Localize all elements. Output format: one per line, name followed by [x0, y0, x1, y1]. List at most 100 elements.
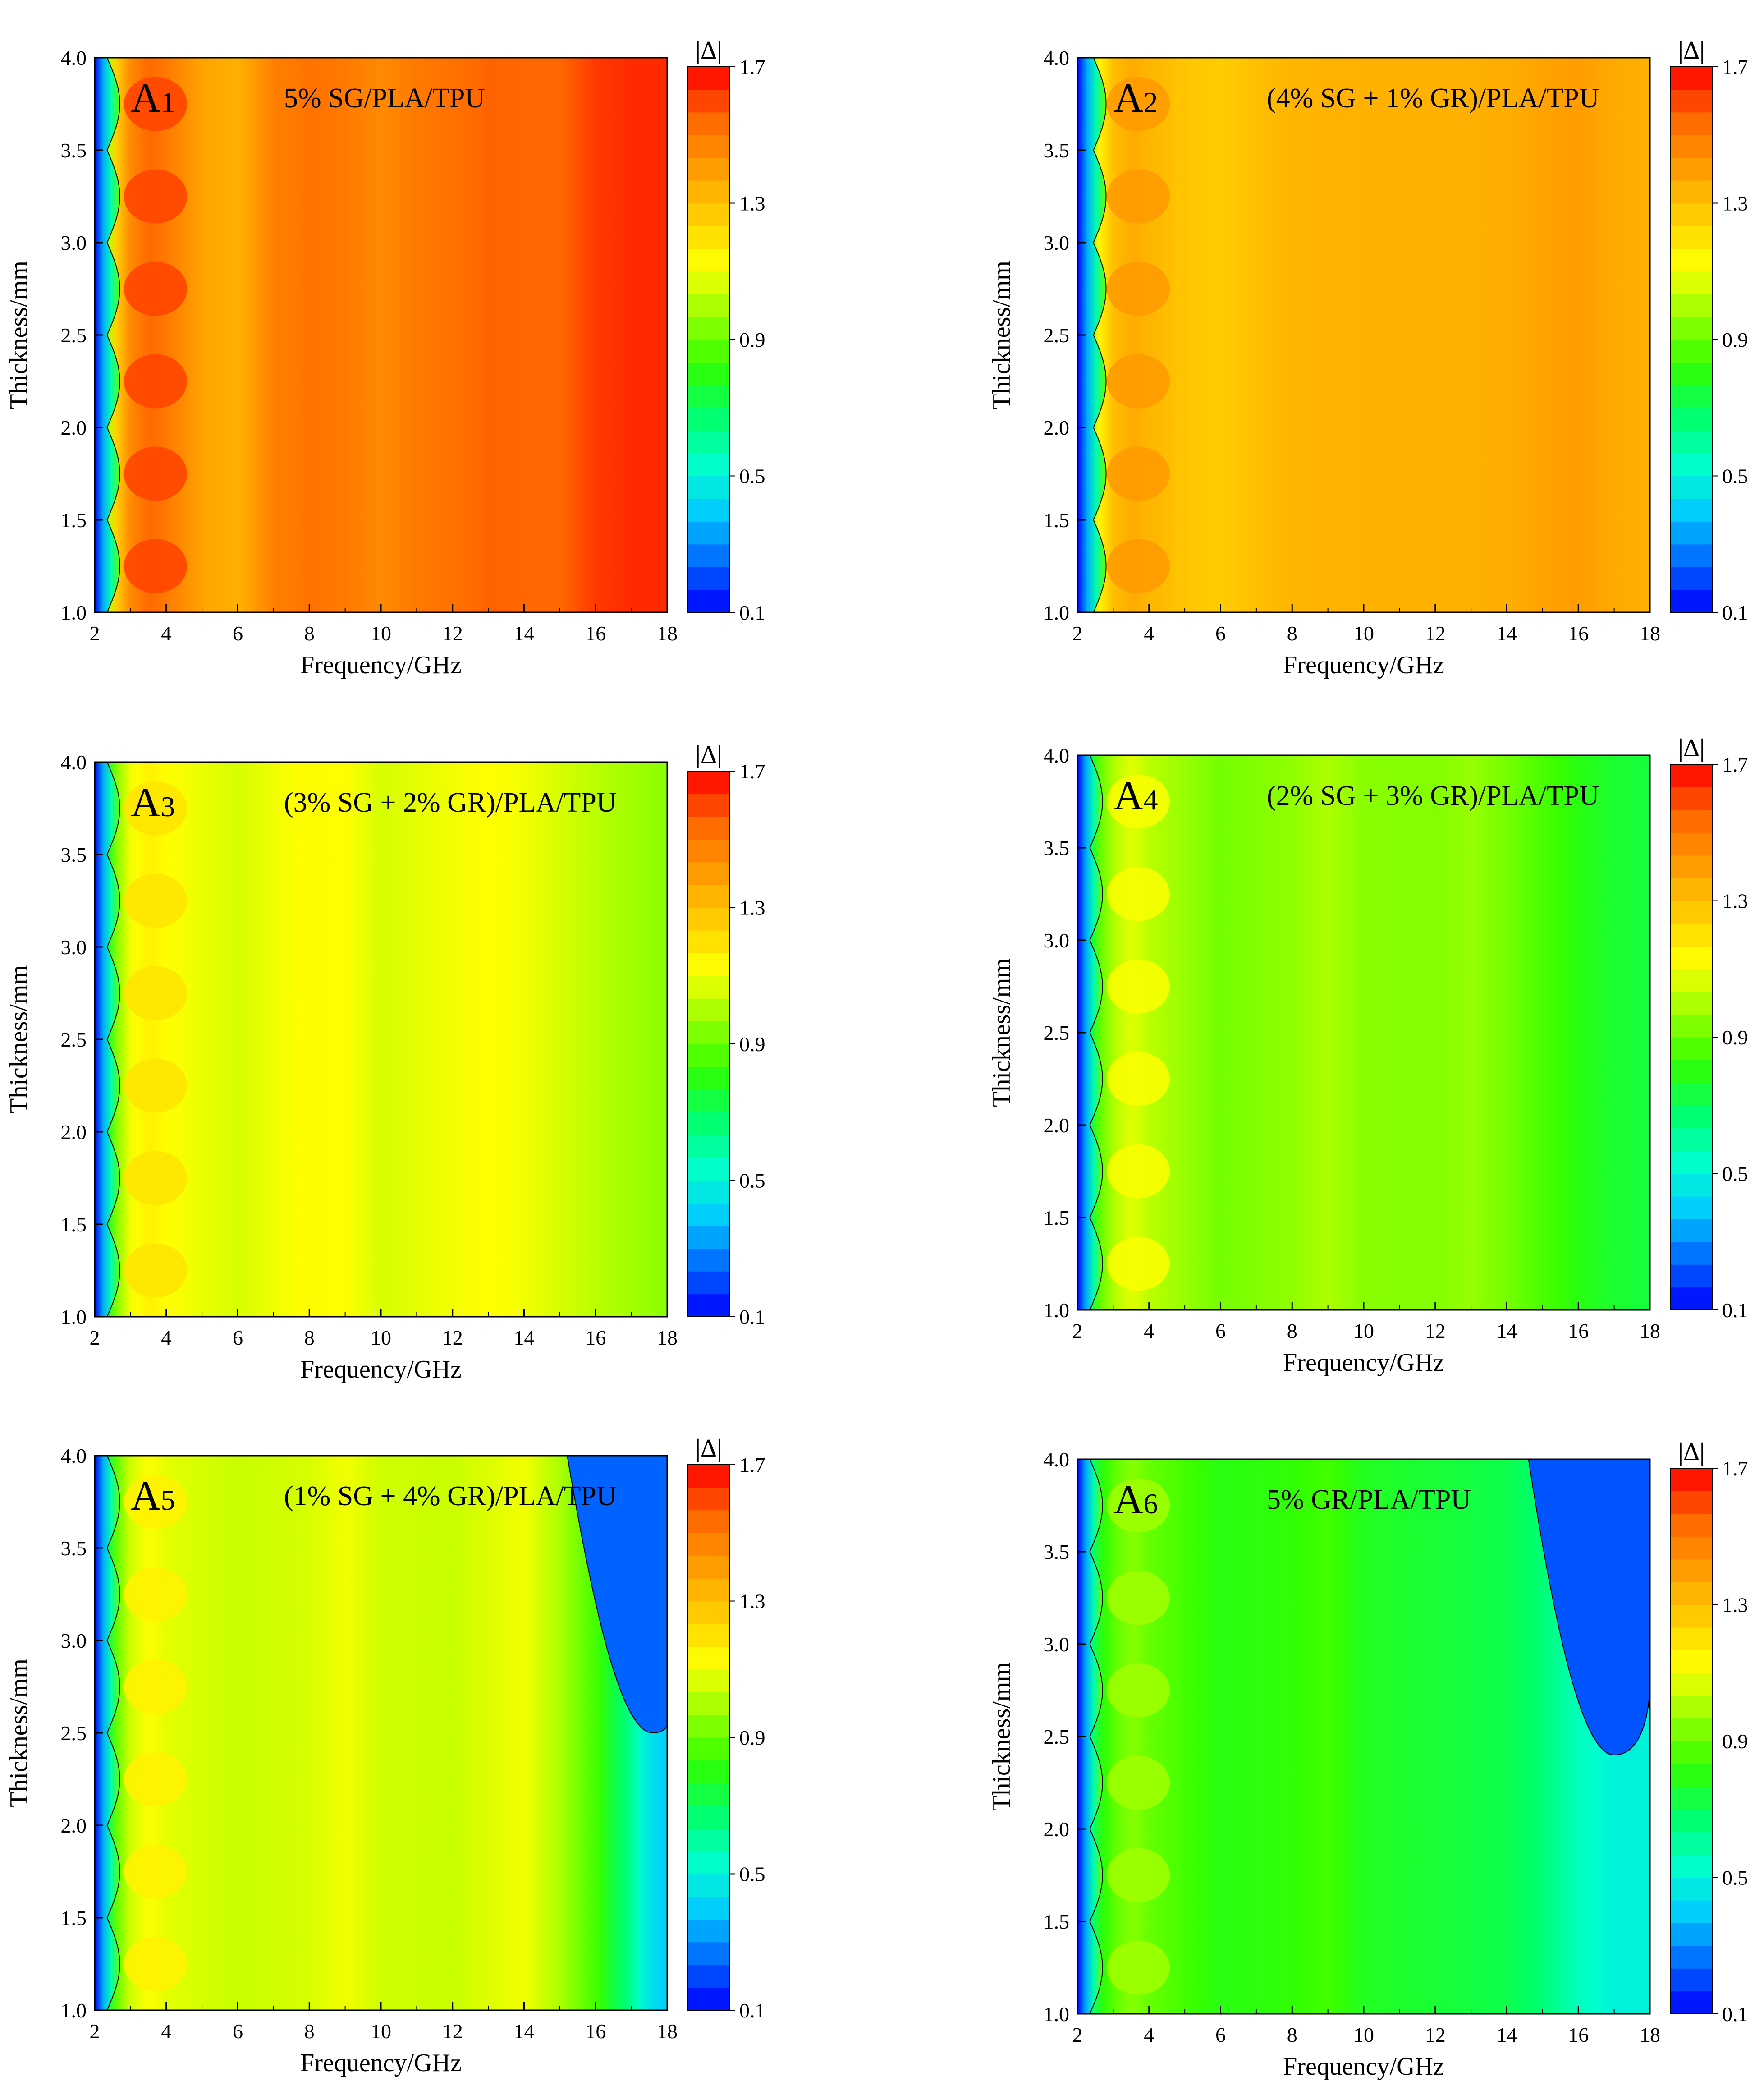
colorbar-tick-label: 0.9	[1722, 1026, 1748, 1049]
colorbar-tick-label: 0.9	[739, 328, 765, 351]
heatmap-field	[95, 58, 667, 612]
x-tick-label: 10	[1353, 1319, 1374, 1342]
x-tick-label: 6	[233, 2020, 243, 2043]
colorbar-band	[1671, 1287, 1712, 1310]
resonance-blob	[1106, 354, 1170, 409]
colorbar-band	[688, 1828, 729, 1852]
colorbar-band	[1671, 1219, 1712, 1242]
colorbar-band	[688, 317, 729, 340]
low-frequency-edge-region	[1077, 58, 1106, 612]
colorbar-band	[1671, 385, 1712, 408]
colorbar-tick-label: 1.7	[1722, 753, 1748, 776]
x-tick-label: 4	[161, 1326, 171, 1349]
x-tick-label: 2	[1072, 2023, 1083, 2046]
contour-line	[1077, 58, 1107, 612]
resonance-blob	[124, 446, 187, 501]
contour-line	[95, 1456, 120, 2010]
y-tick-label: 3.0	[61, 1629, 87, 1652]
colorbar-band	[1671, 946, 1712, 969]
colorbar-band	[1671, 901, 1712, 924]
colorbar-tick-label: 0.1	[739, 1305, 765, 1328]
low-frequency-edge-region	[1077, 755, 1103, 1310]
colorbar-band	[1671, 1855, 1712, 1878]
x-tick-label: 6	[1215, 1319, 1226, 1342]
colorbar-band	[1671, 1060, 1712, 1083]
colorbar-band	[688, 521, 729, 545]
colorbar-band	[688, 203, 729, 226]
y-tick-label: 3.5	[1044, 139, 1070, 162]
low-frequency-edge-region	[95, 1456, 120, 2010]
colorbar-band	[1671, 832, 1712, 856]
panel-label-letter: A	[1113, 772, 1143, 818]
y-tick-label: 2.0	[61, 1814, 87, 1837]
colorbar-tick-label: 0.1	[739, 1999, 765, 2022]
x-tick-label: 16	[585, 622, 606, 645]
colorbar-title: |Δ|	[696, 1434, 722, 1462]
resonance-blob	[1106, 446, 1170, 501]
panel-label: A6	[1113, 1476, 1158, 1522]
colorbar-band	[688, 362, 729, 386]
colorbar-band	[688, 771, 729, 795]
resonance-blob	[1106, 1478, 1170, 1533]
panel-label-letter: A	[131, 779, 160, 825]
y-tick-label: 1.0	[1044, 2003, 1070, 2026]
y-tick-label: 3.0	[61, 231, 87, 254]
x-tick-label: 18	[1640, 1319, 1660, 1342]
colorbar-band	[1671, 67, 1712, 90]
colorbar-band	[1671, 1764, 1712, 1787]
y-tick-label: 3.5	[1044, 836, 1070, 859]
colorbar-band	[1671, 453, 1712, 477]
colorbar-band	[1671, 1627, 1712, 1650]
panel-label-number: 1	[160, 86, 175, 118]
resonance-blob	[124, 781, 187, 836]
colorbar-band	[1671, 1536, 1712, 1560]
panel-label: A3	[131, 779, 175, 825]
colorbar-band	[688, 1578, 729, 1602]
colorbar-tick-label: 1.7	[739, 1453, 765, 1476]
contour-line	[1077, 1459, 1103, 2014]
panel-label-letter: A	[1113, 75, 1143, 121]
heatmap-field	[95, 1456, 667, 2010]
x-axis-label: Frequency/GHz	[1283, 651, 1444, 679]
resonance-blob	[1106, 539, 1170, 593]
y-tick-label: 2.5	[61, 324, 87, 347]
y-tick-label: 2.5	[1044, 1021, 1070, 1044]
heatmap-field	[1077, 58, 1650, 612]
x-tick-label: 14	[1497, 622, 1517, 645]
panel-label-number: 5	[160, 1484, 175, 1516]
colorbar-tick-label: 1.7	[739, 55, 765, 78]
colorbar-band	[1671, 1718, 1712, 1741]
colorbar-band	[688, 567, 729, 590]
resonance-blob	[124, 1058, 187, 1113]
colorbar-band	[688, 885, 729, 908]
x-tick-label: 12	[1425, 2023, 1446, 2046]
colorbar-band	[1671, 1650, 1712, 1673]
x-tick-label: 4	[1144, 1319, 1154, 1342]
x-axis-label: Frequency/GHz	[1283, 1349, 1444, 1377]
colorbar-band	[1671, 521, 1712, 545]
colorbar-band	[688, 408, 729, 431]
colorbar-band	[1671, 969, 1712, 992]
colorbar-band	[1671, 112, 1712, 135]
resonance-blob	[1106, 1571, 1170, 1625]
colorbar-band	[1671, 1037, 1712, 1061]
x-tick-label: 12	[1425, 622, 1446, 645]
panel-label-letter: A	[131, 1473, 160, 1519]
colorbar-band	[688, 385, 729, 408]
colorbar-band	[1671, 1468, 1712, 1492]
colorbar-band	[1671, 1968, 1712, 1992]
chart-panel-A6: 2 4 6 8 10 12 14 16 18 1.0 1.5 2.0 2.5 3.0 3.5 4.0 Frequ…	[988, 1438, 1748, 2081]
y-tick-label: 1.0	[61, 601, 87, 624]
chart-title: (4% SG + 1% GR)/PLA/TPU	[1267, 83, 1599, 114]
colorbar-tick-label: 0.5	[1722, 1162, 1748, 1185]
y-tick-label: 1.0	[1044, 1299, 1070, 1322]
colorbar-tick-label: 0.9	[739, 1033, 765, 1056]
contour-line	[95, 762, 120, 1317]
contour-line	[95, 58, 120, 612]
colorbar-band	[688, 1510, 729, 1533]
y-tick-label: 4.0	[61, 46, 87, 69]
colorbar-band	[688, 1158, 729, 1181]
resonance-blob	[124, 966, 187, 1020]
x-tick-label: 2	[1072, 622, 1083, 645]
